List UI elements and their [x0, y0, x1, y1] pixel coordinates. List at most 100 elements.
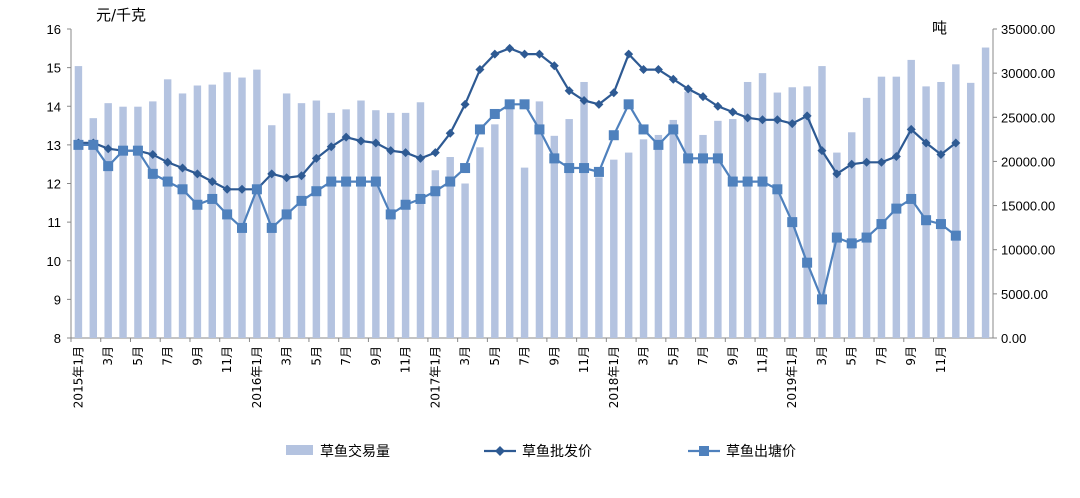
- y-right-tick-label: 0.00: [1001, 331, 1026, 346]
- wholesale-price-point: [713, 101, 723, 111]
- x-tick-label: 3月: [637, 346, 651, 366]
- wholesale-price-point: [698, 92, 708, 102]
- pond-price-point: [742, 176, 753, 187]
- y-left-tick-label: 15: [47, 61, 61, 76]
- wholesale-price-point: [668, 74, 678, 84]
- wholesale-price-point: [609, 88, 619, 98]
- pond-price-point: [608, 130, 619, 141]
- volume-bar: [104, 103, 112, 338]
- pond-price-point: [579, 163, 590, 174]
- y-left-tick-label: 8: [54, 331, 61, 346]
- volume-bar: [550, 135, 559, 338]
- pond-price-point: [118, 145, 129, 156]
- x-tick-label: 3月: [815, 346, 829, 366]
- pond-price-point: [921, 215, 932, 226]
- wholesale-price-point: [341, 132, 351, 142]
- wholesale-price-point: [103, 144, 113, 154]
- legend-marker-square: [699, 446, 709, 456]
- x-tick-label: 9月: [547, 346, 561, 366]
- wholesale-price-point: [505, 43, 515, 53]
- volume-bar: [342, 109, 350, 338]
- volume-bar: [163, 79, 172, 338]
- volume-bar: [89, 118, 98, 338]
- wholesale-price-point: [401, 148, 411, 158]
- volume-bar: [208, 84, 216, 339]
- volume-bar: [387, 112, 395, 338]
- volume-bar: [654, 134, 663, 338]
- pond-price-point: [400, 199, 411, 210]
- pond-price-point: [504, 99, 515, 110]
- x-tick-label: 5月: [845, 346, 859, 366]
- wholesale-price-point: [594, 99, 604, 109]
- pond-price-point: [192, 199, 203, 210]
- pond-price-point: [296, 195, 307, 206]
- volume-bar: [699, 134, 707, 338]
- pond-price-point: [474, 124, 485, 135]
- y-right-tick-label: 30000.00: [1001, 66, 1055, 81]
- x-tick-labels: 2015年1月 3月 5月 7月 9月 11月 2016年1月 3月 5月 7月 9月 11月 2017…: [70, 338, 948, 408]
- x-tick-label: 5月: [488, 346, 502, 366]
- pond-price-point: [698, 153, 709, 164]
- pond-price-point: [370, 176, 381, 187]
- volume-bar: [788, 87, 796, 338]
- volume-bar: [565, 119, 573, 339]
- volume-bar: [743, 81, 752, 338]
- pond-price-point: [266, 222, 277, 233]
- wholesale-price-point: [624, 49, 634, 59]
- y-right-tick-label: 20000.00: [1001, 154, 1055, 169]
- pond-price-point: [787, 217, 798, 228]
- volume-bar: [372, 110, 380, 338]
- x-tick-label: 5月: [666, 346, 680, 366]
- wholesale-price-point: [148, 150, 158, 160]
- pond-price-point: [564, 163, 575, 174]
- pond-price-point: [88, 139, 99, 150]
- y-left-unit: 元/千克: [96, 6, 146, 24]
- pond-price-point: [891, 203, 902, 214]
- wholesale-price-point: [282, 173, 292, 183]
- wholesale-price-point: [267, 169, 277, 179]
- x-tick-label: 2017年1月: [428, 346, 442, 408]
- volume-bar: [595, 177, 603, 338]
- wholesale-price-point: [460, 99, 470, 109]
- wholesale-price-point: [326, 142, 336, 152]
- pond-price-point: [816, 294, 827, 305]
- wholesale-price-point: [222, 184, 232, 194]
- wholesale-price-point: [192, 169, 202, 179]
- x-tick-label: 3月: [280, 346, 294, 366]
- wholesale-price-point: [683, 84, 693, 94]
- wholesale-price-point: [371, 138, 381, 148]
- wholesale-price-point: [787, 119, 797, 129]
- wholesale-price-point: [921, 138, 931, 148]
- pond-price-point: [222, 209, 233, 220]
- wholesale-price-point: [520, 49, 530, 59]
- wholesale-price-point: [490, 49, 500, 59]
- volume-bar: [134, 106, 142, 338]
- y-left-tick-label: 14: [47, 99, 61, 114]
- x-tick-label: 9月: [369, 346, 383, 366]
- x-tick-label: 9月: [904, 346, 918, 366]
- y-left-tick-label: 16: [47, 22, 61, 37]
- pond-price-point: [802, 257, 813, 268]
- wholesale-price-point: [758, 115, 767, 125]
- pond-price-point: [326, 176, 337, 187]
- legend-label: 草鱼批发价: [522, 443, 592, 460]
- wholesale-price-point: [847, 159, 857, 169]
- legend-marker-diamond: [495, 446, 505, 456]
- pond-price-point: [445, 176, 456, 187]
- wholesale-price-point: [430, 148, 440, 158]
- y-left-tick-label: 12: [47, 177, 61, 192]
- y-right-unit: 吨: [932, 19, 947, 37]
- wholesale-price-point: [549, 61, 559, 71]
- volume-bar: [446, 157, 454, 338]
- pond-price-point: [772, 184, 783, 195]
- volume-bar: [178, 93, 187, 338]
- pond-price-point: [534, 124, 545, 135]
- wholesale-price-point: [653, 65, 663, 75]
- x-tick-label: 11月: [220, 346, 234, 373]
- legend: 草鱼交易量 草鱼批发价 草鱼出塘价: [286, 443, 796, 460]
- pond-price-point: [132, 145, 143, 156]
- volume-bar: [297, 103, 306, 338]
- legend-label: 草鱼交易量: [320, 443, 390, 460]
- pond-price-point: [237, 222, 248, 233]
